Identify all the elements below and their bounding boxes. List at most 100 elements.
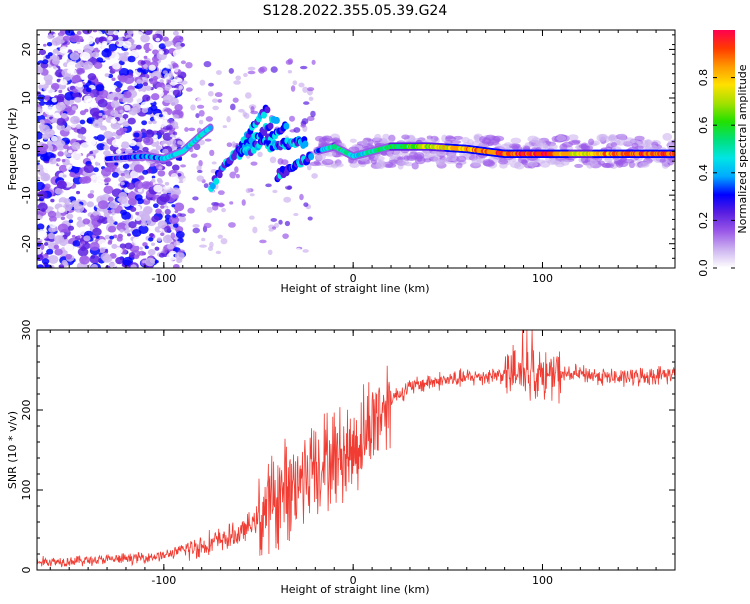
spectrogram-cell <box>211 161 217 165</box>
spectrogram-cell <box>143 183 149 189</box>
spectrogram-cell <box>67 225 75 231</box>
spectrogram-cell <box>103 178 109 183</box>
spectrogram-cell <box>171 204 176 208</box>
spectrogram-cell <box>108 239 113 243</box>
spectrogram-cell <box>72 91 80 98</box>
spectrogram-cell <box>103 185 114 194</box>
spectrogram-cell <box>87 73 97 81</box>
spectrogram-cell <box>431 150 441 157</box>
spectrogram-cell <box>588 138 595 146</box>
spectrogram-cell <box>138 250 146 256</box>
spectrogram-cell <box>171 194 179 200</box>
spectrogram-cell <box>53 30 61 34</box>
spectrogram-cell <box>57 223 69 233</box>
spectrogram-cell <box>318 137 327 143</box>
spectrogram-cell <box>198 109 205 117</box>
spectrogram-cell <box>178 249 185 253</box>
spectrogram-cell <box>145 85 152 91</box>
spectrogram-cell <box>127 55 136 63</box>
spectrogram-cell <box>243 72 248 78</box>
spectrogram-cell <box>169 138 177 145</box>
y-tick-label: -10 <box>20 186 33 204</box>
spectrogram-cell <box>66 164 73 170</box>
spectrogram-cell <box>120 181 125 186</box>
spectrogram-cell <box>47 52 53 57</box>
spectrogram-cell <box>242 237 251 244</box>
spectrogram-cell <box>151 175 156 179</box>
spectrogram-cell <box>169 78 178 86</box>
spectrogram-cell <box>553 160 561 166</box>
spectrogram-cell <box>70 31 75 36</box>
spectrogram-cell <box>140 221 148 227</box>
spectrogram-cell <box>48 226 56 233</box>
spectrogram-cell <box>203 222 212 229</box>
spectrogram-cell <box>349 162 360 168</box>
spectrogram-cell <box>71 105 78 111</box>
spectrogram-cell <box>199 79 206 86</box>
spectrogram-cell <box>160 82 165 86</box>
spectrogram-cell <box>195 113 200 119</box>
spectrogram-cell <box>143 64 148 69</box>
spectrogram-cell <box>247 66 256 71</box>
x-tick-label: 100 <box>532 574 553 587</box>
spectrogram-cell <box>349 138 357 143</box>
spectrogram-cell <box>98 112 103 117</box>
spectrogram-cell <box>206 214 211 218</box>
spectrogram-cell <box>158 252 165 258</box>
spectrogram-cell <box>62 174 67 178</box>
spectrogram-cell <box>190 104 196 111</box>
spectrogram-cell <box>72 88 78 94</box>
spectrogram-cell <box>567 134 579 141</box>
spectrogram-cell <box>84 124 90 129</box>
spectrogram-cell <box>118 196 128 205</box>
spectrogram-cell <box>85 98 97 107</box>
spectrogram-cell <box>60 112 68 119</box>
spectrogram-cell <box>152 76 158 81</box>
spectrogram-cell <box>120 55 128 62</box>
spectrogram-cell <box>122 127 128 132</box>
spectrogram-cell <box>218 202 225 208</box>
spectrogram-cell <box>144 245 149 250</box>
spectrogram-cell <box>64 198 71 204</box>
spectrogram-cell <box>228 222 236 228</box>
spectrogram-cell <box>289 202 295 206</box>
spectrogram-cell <box>397 159 410 166</box>
spectrogram-cell <box>217 234 224 239</box>
spectrogram-cell <box>277 158 284 165</box>
spectrogram-cell <box>136 103 141 108</box>
spectrogram-cell <box>89 242 100 251</box>
spectrogram-cell <box>265 183 272 188</box>
spectrogram-cell <box>134 181 144 190</box>
spectrogram-cell <box>50 198 55 203</box>
spectrogram-cell <box>300 123 306 128</box>
spectrogram-cell <box>306 164 312 171</box>
spectrogram-cell <box>37 254 44 261</box>
spectrogram-cell <box>162 70 168 75</box>
spectrogram-cell <box>61 259 68 266</box>
spectrogram-cell <box>488 138 500 146</box>
spectrogram-cell <box>77 235 81 239</box>
spectrogram-cell <box>171 143 178 151</box>
spectrogram-cell <box>178 85 184 90</box>
spectrogram-cell <box>287 58 294 65</box>
spectrogram-cell <box>143 55 148 59</box>
spectrogram-cell <box>47 232 56 240</box>
spectrogram-cell <box>72 240 81 247</box>
spectrogram-cell <box>102 114 107 119</box>
spectrogram-cell <box>661 162 669 169</box>
spectrogram-cell <box>162 113 170 120</box>
spectrogram-cell <box>145 49 149 53</box>
spectrogram-cell <box>196 165 202 171</box>
spectrogram-cell <box>574 163 584 168</box>
spectrogram-x-axis-label: Height of straight line (km) <box>280 282 429 295</box>
spectrogram-cell <box>44 128 55 138</box>
spectrogram-cell <box>303 202 309 207</box>
spectrogram-cell <box>165 160 173 167</box>
spectrogram-cell <box>120 141 130 149</box>
spectrogram-cell <box>150 105 158 112</box>
spectrogram-cell <box>55 157 61 162</box>
spectrogram-cell <box>51 97 58 103</box>
spectrogram-cell <box>87 193 95 199</box>
spectrogram-cell <box>228 68 234 74</box>
spectrogram-cell <box>307 216 313 221</box>
